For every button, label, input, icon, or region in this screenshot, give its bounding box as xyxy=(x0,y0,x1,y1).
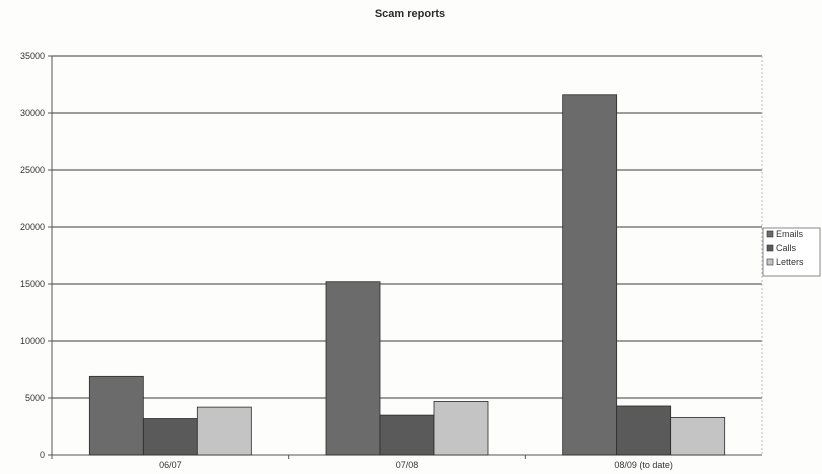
x-tick-label: 06/07 xyxy=(159,460,182,470)
bar-emails-1 xyxy=(325,281,381,456)
legend-label-calls: Calls xyxy=(776,243,797,253)
x-tick-label: 07/08 xyxy=(396,460,419,470)
y-tick-label: 20000 xyxy=(20,222,45,232)
gridlines xyxy=(48,55,762,456)
y-tick-label: 15000 xyxy=(20,279,45,289)
y-tick-label: 0 xyxy=(40,450,45,460)
bar-calls-2 xyxy=(616,405,672,456)
y-tick-label: 30000 xyxy=(20,108,45,118)
legend-swatch-calls xyxy=(766,244,774,252)
y-tick-label: 35000 xyxy=(20,51,45,61)
legend: Emails Calls Letters xyxy=(762,227,821,277)
y-tick-labels: 0 5000 10000 15000 20000 25000 30000 35000 xyxy=(20,51,45,460)
bar-emails-2 xyxy=(562,94,618,456)
bar-letters-0 xyxy=(196,406,252,456)
chart-title: Scam reports xyxy=(375,8,445,20)
legend-label-emails: Emails xyxy=(776,229,804,239)
bar-letters-2 xyxy=(670,416,726,456)
bar-letters-1 xyxy=(433,401,489,456)
y-tick-label: 25000 xyxy=(20,165,45,175)
axes xyxy=(51,56,763,456)
x-tick-labels: 06/07 07/08 08/09 (to date) xyxy=(51,455,673,470)
y-tick-label: 5000 xyxy=(25,393,45,403)
legend-swatch-emails xyxy=(766,230,774,238)
bars xyxy=(88,94,726,456)
legend-label-letters: Letters xyxy=(776,257,804,267)
bar-calls-0 xyxy=(142,418,198,456)
bar-calls-1 xyxy=(379,414,435,456)
legend-swatch-letters xyxy=(766,258,774,266)
bar-emails-0 xyxy=(88,375,144,456)
x-tick-label: 08/09 (to date) xyxy=(614,460,673,470)
y-tick-label: 10000 xyxy=(20,336,45,346)
